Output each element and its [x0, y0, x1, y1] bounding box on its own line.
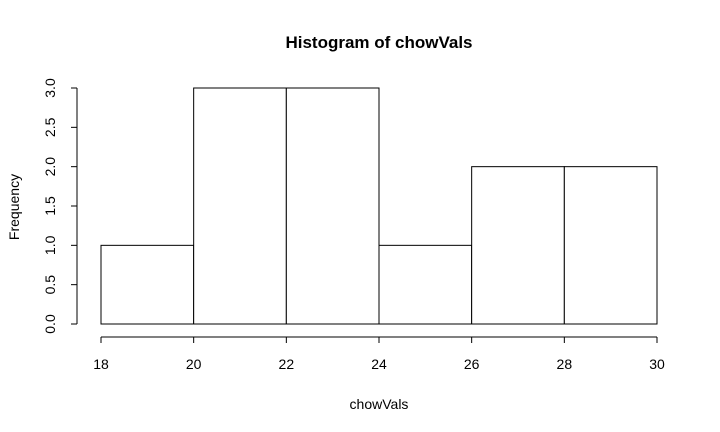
- y-axis: 0.0 0.5 1.0 1.5 2.0 2.5 3.0: [42, 78, 78, 334]
- x-tick-label: 28: [557, 356, 573, 372]
- chart-title: Histogram of chowVals: [285, 33, 472, 52]
- histogram-bars: [100, 87, 658, 325]
- x-tick-label: 20: [186, 356, 202, 372]
- y-tick-label: 1.5: [42, 196, 58, 216]
- x-tick-label: 30: [649, 356, 665, 372]
- histogram-bar-4: [378, 244, 473, 325]
- x-tick-label: 22: [279, 356, 295, 372]
- y-tick-label: 3.0: [42, 78, 58, 98]
- x-axis-label: chowVals: [350, 396, 409, 412]
- histogram-bar-6: [563, 166, 658, 325]
- y-tick-label: 0.5: [42, 275, 58, 295]
- y-axis-label: Frequency: [6, 174, 22, 240]
- y-tick-label: 0.0: [42, 314, 58, 334]
- x-tick-label: 24: [371, 356, 387, 372]
- y-tick-label: 1.0: [42, 235, 58, 255]
- histogram-bar-2: [193, 87, 287, 325]
- histogram-bar-3: [285, 87, 380, 325]
- y-tick-label: 2.5: [42, 117, 58, 137]
- histogram-bar-1: [100, 244, 195, 325]
- x-tick-label: 18: [93, 356, 109, 372]
- x-tick-label: 26: [464, 356, 480, 372]
- y-tick-label: 2.0: [42, 157, 58, 177]
- histogram-bar-5: [471, 166, 565, 325]
- x-axis: 18 20 22 24 26 28 30: [93, 336, 665, 372]
